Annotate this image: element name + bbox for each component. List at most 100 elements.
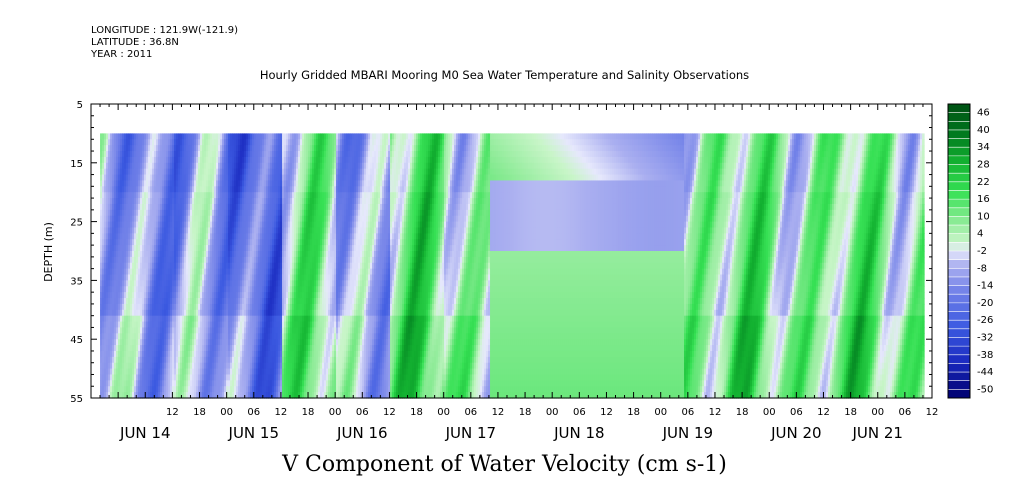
heat-cell: [146, 256, 149, 264]
heat-cell: [176, 139, 179, 146]
heat-cell: [110, 286, 113, 293]
heat-cell: [104, 233, 107, 240]
heat-cell: [210, 368, 213, 376]
heat-cell: [104, 280, 107, 287]
heat-cell: [102, 356, 105, 364]
heat-cell: [168, 321, 171, 329]
heat-cell: [172, 350, 175, 358]
heat-cell: [196, 362, 199, 370]
heat-cell: [154, 274, 157, 281]
heat-cell: [156, 392, 159, 399]
heat-cell: [162, 274, 165, 281]
heat-cell: [214, 274, 217, 281]
heat-cell: [170, 315, 173, 323]
heat-cell: [200, 251, 203, 258]
heat-cell: [188, 145, 191, 152]
heat-cell: [212, 145, 215, 152]
heat-cell: [220, 180, 223, 187]
heat-cell: [148, 374, 151, 381]
heat-cell: [118, 327, 121, 334]
heat-cell: [184, 233, 187, 240]
heat-cell: [124, 233, 127, 240]
heat-cell: [104, 362, 107, 370]
heat-cell: [152, 186, 155, 193]
heat-cell: [216, 327, 219, 334]
heat-cell: [122, 339, 125, 346]
heat-cell: [182, 192, 185, 199]
heat-cell: [156, 303, 159, 311]
heat-cell: [110, 292, 113, 299]
heat-cell: [120, 162, 123, 170]
heat-cell: [216, 350, 219, 358]
heat-cell: [214, 186, 217, 193]
heat-cell: [196, 233, 199, 240]
heat-cell: [194, 392, 197, 399]
heat-cell: [114, 386, 117, 393]
heat-cell: [188, 274, 191, 281]
heat-cell: [140, 192, 143, 199]
heat-cell: [200, 386, 203, 393]
heat-cell: [172, 156, 175, 164]
heat-cell: [124, 333, 127, 340]
heat-cell: [128, 227, 131, 234]
heat-cell: [168, 380, 171, 387]
heat-cell: [150, 180, 153, 187]
heat-cell: [104, 203, 107, 211]
heat-cell: [220, 227, 223, 234]
heat-cell: [154, 380, 157, 387]
heat-cell: [142, 209, 145, 217]
heat-cell: [120, 374, 123, 381]
heat-cell: [194, 168, 197, 176]
heat-cell: [118, 145, 121, 152]
heat-cell: [104, 333, 107, 340]
heat-cell: [182, 298, 185, 305]
heat-cell: [210, 192, 213, 199]
heat-cell: [212, 280, 215, 287]
heat-cell: [128, 245, 131, 252]
heat-cell: [182, 274, 185, 281]
heat-cell: [144, 280, 147, 287]
heat-cell: [154, 251, 157, 258]
heat-cell: [194, 274, 197, 281]
heat-cell: [108, 374, 111, 381]
heat-cell: [146, 392, 149, 399]
heat-cell: [188, 298, 191, 305]
heat-cell: [206, 374, 209, 381]
heat-cell: [144, 203, 147, 211]
heat-cell: [208, 262, 211, 270]
heat-cell: [118, 333, 121, 340]
heat-cell: [206, 356, 209, 364]
heat-cell: [210, 198, 213, 205]
heat-cell: [120, 286, 123, 293]
heat-cell: [106, 333, 109, 340]
heat-cell: [214, 245, 217, 252]
heat-cell: [182, 321, 185, 329]
heat-cell: [130, 215, 133, 223]
heat-cell: [158, 327, 161, 334]
heat-cell: [162, 233, 165, 240]
heat-cell: [164, 209, 167, 217]
heat-cell: [166, 280, 169, 287]
heat-cell: [218, 298, 221, 305]
heat-cell: [146, 145, 149, 152]
heat-cell: [120, 386, 123, 393]
heat-cell: [122, 251, 125, 258]
heat-cell: [120, 203, 123, 211]
heat-cell: [154, 368, 157, 376]
heat-cell: [144, 156, 147, 164]
heat-cell: [170, 345, 173, 352]
heat-cell: [126, 315, 129, 323]
heat-cell: [148, 168, 151, 176]
heat-cell: [154, 186, 157, 193]
heat-cell: [208, 315, 211, 323]
heat-cell: [196, 350, 199, 358]
heat-cell: [208, 292, 211, 299]
heat-cell: [132, 239, 135, 246]
heat-cell: [142, 274, 145, 281]
heat-cell: [114, 209, 117, 217]
heat-cell: [132, 392, 135, 399]
heat-cell: [188, 345, 191, 352]
heat-cell: [176, 321, 179, 329]
heat-cell: [120, 309, 123, 317]
heat-cell: [208, 221, 211, 229]
